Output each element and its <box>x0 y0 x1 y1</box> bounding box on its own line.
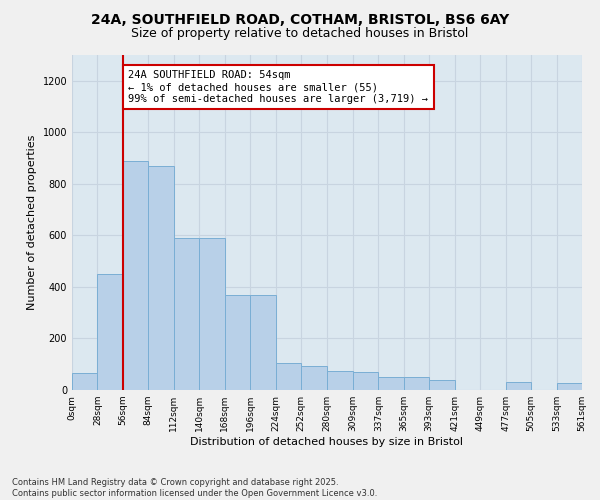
Text: 24A SOUTHFIELD ROAD: 54sqm
← 1% of detached houses are smaller (55)
99% of semi-: 24A SOUTHFIELD ROAD: 54sqm ← 1% of detac… <box>128 70 428 104</box>
Text: Size of property relative to detached houses in Bristol: Size of property relative to detached ho… <box>131 28 469 40</box>
Y-axis label: Number of detached properties: Number of detached properties <box>27 135 37 310</box>
Bar <box>275 363 301 390</box>
Bar <box>225 294 250 390</box>
Bar <box>199 238 225 390</box>
Bar <box>353 372 379 390</box>
Text: Contains HM Land Registry data © Crown copyright and database right 2025.
Contai: Contains HM Land Registry data © Crown c… <box>12 478 377 498</box>
Bar <box>506 382 531 390</box>
Bar <box>557 383 582 390</box>
Bar <box>174 238 199 390</box>
Bar <box>404 377 429 390</box>
Bar <box>72 373 97 390</box>
Bar <box>326 370 353 390</box>
Bar <box>97 274 123 390</box>
Text: 24A, SOUTHFIELD ROAD, COTHAM, BRISTOL, BS6 6AY: 24A, SOUTHFIELD ROAD, COTHAM, BRISTOL, B… <box>91 12 509 26</box>
Bar <box>301 366 326 390</box>
Bar <box>429 380 455 390</box>
Bar <box>123 160 148 390</box>
Bar <box>379 377 404 390</box>
X-axis label: Distribution of detached houses by size in Bristol: Distribution of detached houses by size … <box>191 437 464 447</box>
Bar <box>148 166 174 390</box>
Bar <box>250 294 275 390</box>
